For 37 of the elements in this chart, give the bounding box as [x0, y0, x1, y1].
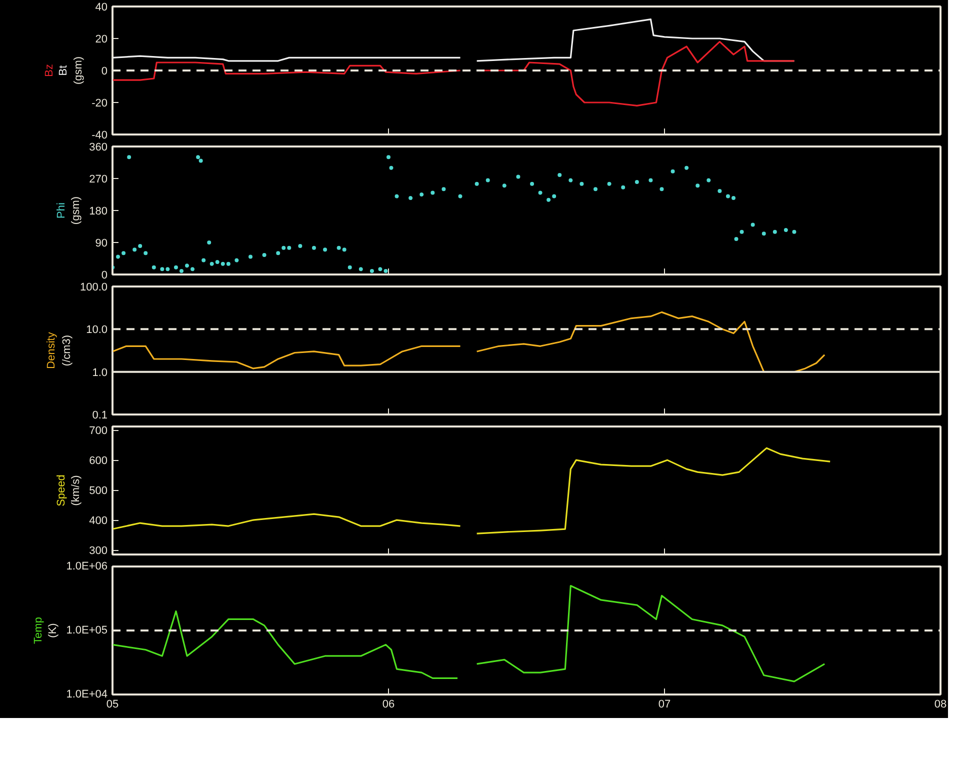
y-axis-title: (/cm3) — [60, 334, 73, 366]
y-tick-label: 10.0 — [86, 324, 108, 336]
y-tick-label: 500 — [89, 485, 108, 498]
y-tick-label: 270 — [89, 174, 108, 186]
text: Temp — [32, 617, 44, 644]
y-tick-label: 0 — [101, 270, 108, 282]
y-tick-label: 400 — [89, 515, 108, 528]
y-tick-label: 1.0 — [92, 366, 108, 379]
text: Bt — [58, 65, 70, 76]
y-axis-title: (gsm) — [72, 56, 85, 85]
y-axis-title: (K) — [47, 623, 60, 638]
y-tick-label: -20 — [92, 98, 108, 110]
y-tick-label: 90 — [95, 238, 108, 250]
text: Density — [46, 332, 58, 369]
y-tick-label: 0.1 — [92, 410, 108, 422]
y-tick-label: 1.0E+05 — [66, 624, 108, 636]
x-tick-label: 07 — [658, 698, 671, 710]
y-tick-label: -40 — [92, 130, 108, 142]
y-tick-label: 0 — [101, 66, 108, 78]
y-axis-title: (gsm) — [70, 196, 82, 225]
x-tick-label: 06 — [382, 698, 395, 710]
text: Bz — [44, 64, 56, 77]
text: Speed — [56, 474, 68, 506]
y-tick-label: 180 — [89, 206, 108, 218]
y-tick-label: 600 — [89, 455, 108, 468]
y-tick-label: 360 — [89, 142, 108, 154]
y-tick-label: 1.0E+06 — [66, 560, 108, 572]
y-tick-label: 100.0 — [80, 282, 108, 294]
x-tick-label: 05 — [106, 698, 119, 710]
y-tick-label: 700 — [89, 425, 108, 438]
y-tick-label: 300 — [89, 545, 108, 558]
y-tick-label: 40 — [95, 2, 108, 14]
y-tick-label: 1.0E+04 — [66, 688, 108, 700]
y-tick-label: 20 — [95, 34, 108, 46]
text: Phi — [56, 202, 68, 218]
y-axis-title: (km/s) — [70, 475, 82, 506]
x-tick-label: 08 — [934, 698, 947, 710]
